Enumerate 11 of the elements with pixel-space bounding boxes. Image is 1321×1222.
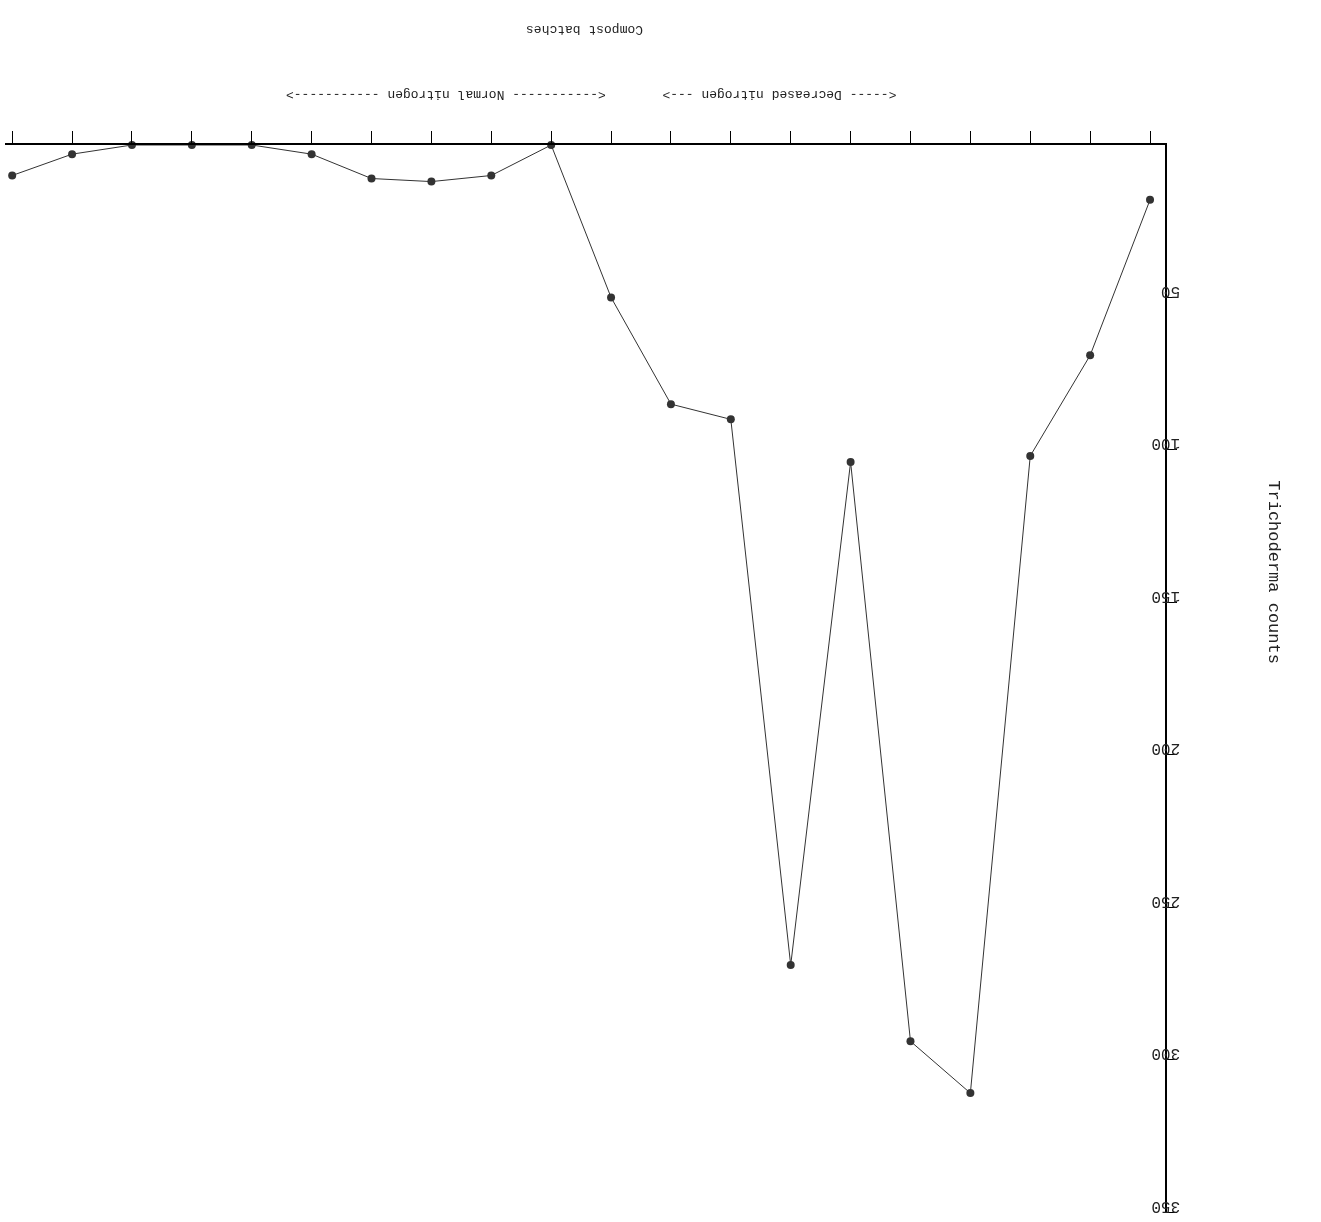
y-tick-label: 300 xyxy=(1151,1044,1181,1063)
y-tick-label: 250 xyxy=(1151,891,1181,910)
y-tick-label: 50 xyxy=(1161,282,1181,301)
text: <----------- Normal nitrogen -----------> xyxy=(285,87,606,102)
y-tick-label: 200 xyxy=(1151,739,1181,758)
y-tick-label: 150 xyxy=(1151,586,1181,605)
text: <----- Decreased nitrogen ---> xyxy=(662,87,897,102)
y-axis-title: Trichoderma counts xyxy=(1264,480,1284,664)
y-tick-label: 100 xyxy=(1151,434,1181,453)
text: Compost batches xyxy=(525,22,643,37)
y-tick-label: 350 xyxy=(1151,1196,1181,1215)
